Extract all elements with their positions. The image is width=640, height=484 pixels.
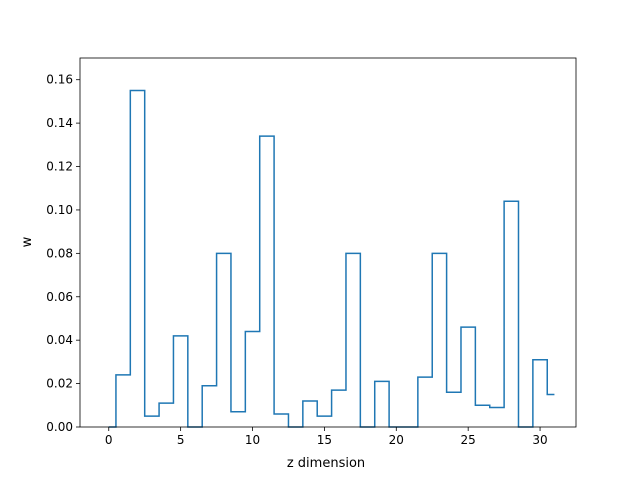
x-tick-label: 0 <box>105 433 113 447</box>
plot-area <box>108 89 555 428</box>
x-tick-label: 15 <box>317 433 332 447</box>
y-tick-label: 0.16 <box>46 73 73 87</box>
x-tick-label: 20 <box>389 433 404 447</box>
series-line-0 <box>108 89 555 428</box>
y-axis-label: w <box>20 236 35 247</box>
plot-frame <box>79 57 577 428</box>
x-tick-label: 30 <box>532 433 547 447</box>
y-tick-label: 0.00 <box>46 420 73 434</box>
y-tick-label: 0.04 <box>46 333 73 347</box>
y-tick-label: 0.08 <box>46 246 73 260</box>
x-tick-label: 25 <box>461 433 476 447</box>
y-tick-label: 0.12 <box>46 160 73 174</box>
axes: 0 5 10 15 20 25 30 0.00 0.02 0.04 0.06 0.08 0.10 0.12… <box>46 57 577 447</box>
x-tick-label: 5 <box>177 433 185 447</box>
y-tick-label: 0.10 <box>46 203 73 217</box>
y-tick-label: 0.06 <box>46 290 73 304</box>
x-axis-label: z dimension <box>287 456 365 471</box>
y-tick-label: 0.14 <box>46 116 73 130</box>
x-tick-label: 10 <box>245 433 260 447</box>
y-tick-label: 0.02 <box>46 377 73 391</box>
